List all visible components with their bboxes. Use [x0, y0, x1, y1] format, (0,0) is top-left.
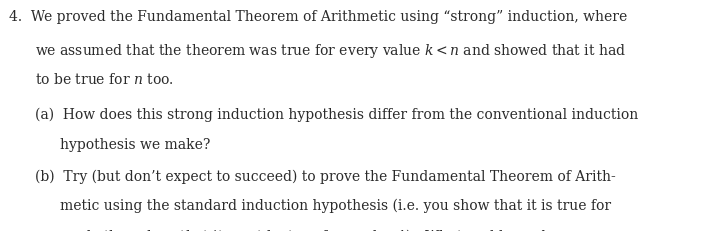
- Text: we assumed that the theorem was true for every value $k < n$ and showed that it : we assumed that the theorem was true for…: [35, 42, 626, 60]
- Text: to be true for $n$ too.: to be true for $n$ too.: [35, 72, 173, 87]
- Text: (b)  Try (but don’t expect to succeed) to prove the Fundamental Theorem of Arith: (b) Try (but don’t expect to succeed) to…: [35, 169, 615, 183]
- Text: metic using the standard induction hypothesis (i.e. you show that it is true for: metic using the standard induction hypot…: [60, 198, 611, 212]
- Text: (a)  How does this strong induction hypothesis differ from the conventional indu: (a) How does this strong induction hypot…: [35, 107, 638, 122]
- Text: 4.  We proved the Fundamental Theorem of Arithmetic using “strong” induction, wh: 4. We proved the Fundamental Theorem of …: [9, 10, 628, 24]
- Text: hypothesis we make?: hypothesis we make?: [60, 137, 210, 151]
- Text: $n = k$, then show that it must be true for $n = k+1$).  What problems do you: $n = k$, then show that it must be true …: [60, 226, 584, 231]
